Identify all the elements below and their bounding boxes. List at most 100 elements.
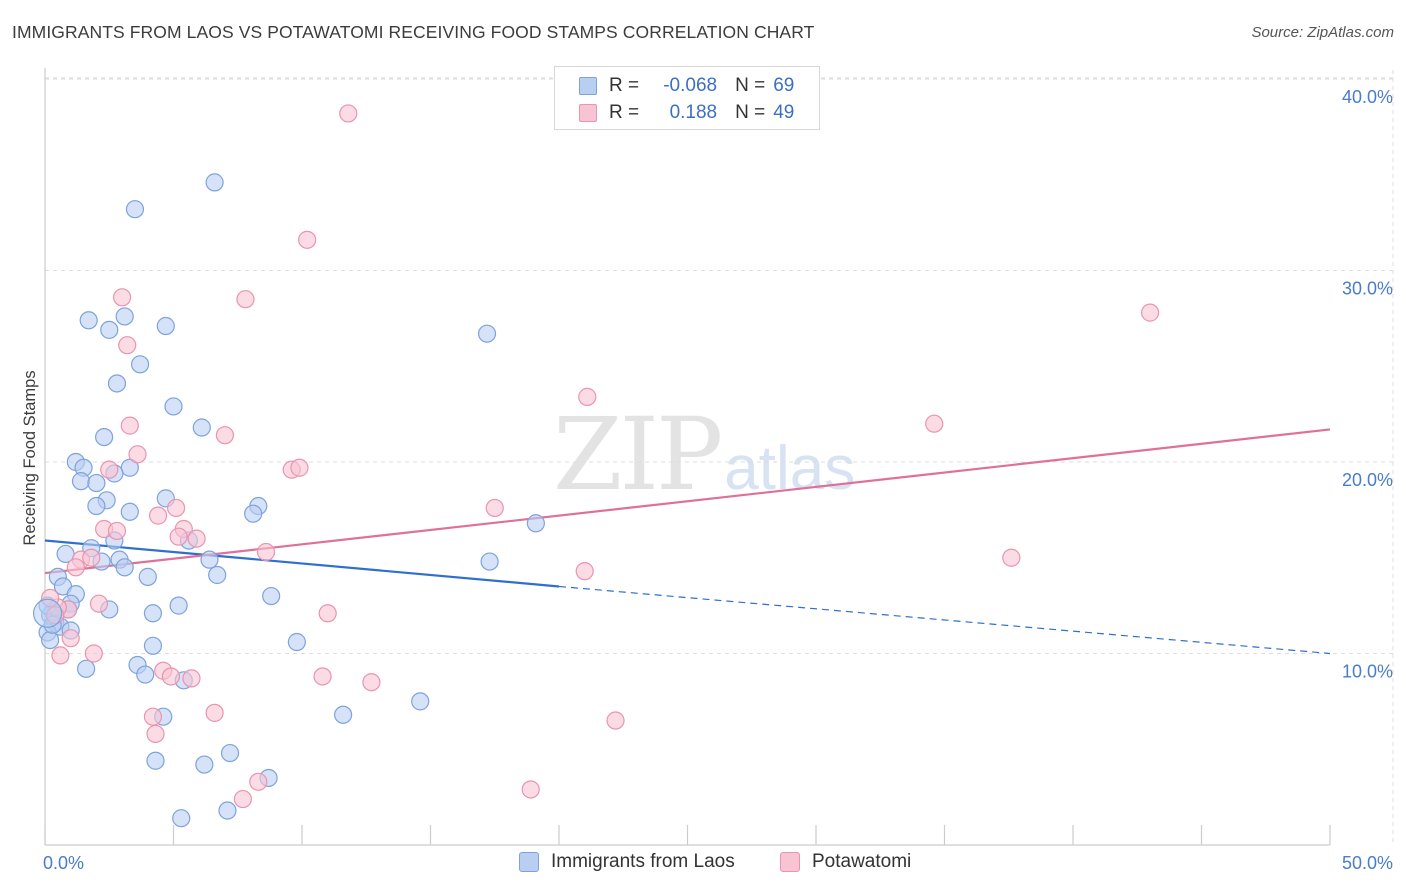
point-laos <box>136 665 155 684</box>
point-potawatomi <box>143 707 163 726</box>
legend-swatch-potawatomi <box>579 104 597 122</box>
point-laos <box>156 316 175 336</box>
point-laos <box>71 472 91 491</box>
point-laos <box>477 324 497 343</box>
point-laos <box>143 636 163 655</box>
point-laos <box>138 567 157 586</box>
trend-line-laos-extension <box>558 585 1331 655</box>
chart-source: Source: ZipAtlas.com <box>1251 24 1394 41</box>
series-legend: Immigrants from Laos Potawatomi <box>0 851 1406 879</box>
point-laos <box>107 374 127 393</box>
point-potawatomi <box>485 498 504 518</box>
point-laos <box>87 496 106 516</box>
point-potawatomi <box>1002 548 1021 567</box>
trend-line-laos <box>44 539 560 588</box>
y-tick-label: 10.0% <box>1342 661 1393 681</box>
series-label-potawatomi: Potawatomi <box>812 851 912 872</box>
point-potawatomi <box>256 542 276 562</box>
point-potawatomi <box>215 426 234 445</box>
point-laos <box>87 473 106 493</box>
point-laos <box>334 705 353 724</box>
trend-line-potawatomi <box>44 428 1331 575</box>
chart-title: IMMIGRANTS FROM LAOS VS POTAWATOMI RECEI… <box>12 22 815 42</box>
point-potawatomi <box>205 703 224 722</box>
point-laos <box>77 659 96 678</box>
series-legend-laos[interactable]: Immigrants from Laos <box>519 851 735 873</box>
point-laos <box>100 320 119 339</box>
watermark-atlas: atlas <box>724 434 856 503</box>
point-potawatomi <box>120 416 139 435</box>
point-laos <box>195 755 214 774</box>
point-potawatomi <box>313 667 332 686</box>
point-potawatomi <box>89 594 109 613</box>
point-laos <box>164 397 183 416</box>
point-laos <box>480 552 499 571</box>
legend-n-label: N = <box>735 75 766 96</box>
point-laos <box>115 558 134 577</box>
point-laos <box>287 632 306 652</box>
legend-r-value: -0.068 <box>663 75 718 96</box>
legend-row-potawatomi: R = 0.188 N = 49 <box>579 100 794 126</box>
point-potawatomi <box>128 445 147 464</box>
point-potawatomi <box>339 104 358 123</box>
point-potawatomi <box>187 529 206 548</box>
watermark: ZIPatlas <box>553 396 855 513</box>
point-potawatomi <box>521 780 540 799</box>
tick-labels: 10.0% 20.0% 30.0% 40.0% 0.0% 50.0% Receiving F… <box>21 87 1393 873</box>
watermark-zip: ZIP <box>553 396 723 513</box>
point-laos <box>172 809 191 828</box>
y-tick-label: 40.0% <box>1342 87 1393 107</box>
point-potawatomi <box>236 290 255 309</box>
series-swatch-potawatomi <box>780 852 800 872</box>
point-laos <box>218 801 237 820</box>
legend-n-value: 69 <box>773 75 795 96</box>
legend-r-label: R = <box>609 75 640 96</box>
point-laos <box>244 504 263 523</box>
point-potawatomi <box>100 460 119 479</box>
series-label-laos: Immigrants from Laos <box>551 851 735 872</box>
legend-row-laos: R = -0.068 N = 69 <box>579 73 794 99</box>
point-laos <box>143 604 163 623</box>
point-potawatomi <box>107 521 127 541</box>
point-potawatomi <box>575 562 594 581</box>
point-potawatomi <box>1140 303 1160 322</box>
legend-swatch-laos <box>579 77 597 95</box>
point-potawatomi <box>249 772 268 791</box>
point-laos <box>200 550 219 569</box>
series-legend-potawatomi[interactable]: Potawatomi <box>780 851 911 873</box>
point-potawatomi <box>146 724 165 744</box>
point-laos <box>262 586 281 606</box>
point-laos <box>526 514 545 533</box>
point-potawatomi <box>298 230 317 249</box>
point-potawatomi <box>925 414 944 433</box>
correlation-legend: R = -0.068 N = 69 R = 0.188 N = 49 <box>554 66 820 130</box>
x-tick-label: 50.0% <box>1342 853 1393 873</box>
point-potawatomi <box>66 558 85 577</box>
trend-lines <box>44 428 1331 655</box>
point-laos <box>220 743 240 763</box>
point-potawatomi <box>61 629 80 648</box>
point-laos <box>169 596 188 615</box>
point-laos <box>130 355 150 374</box>
grid-lines <box>45 70 1395 845</box>
series-swatch-laos <box>519 852 539 872</box>
legend-n-label: N = <box>735 102 766 123</box>
point-laos <box>79 311 98 330</box>
point-laos <box>205 173 224 192</box>
legend-r-label: R = <box>609 102 640 123</box>
point-laos <box>41 630 60 650</box>
point-laos <box>146 751 165 770</box>
point-laos <box>120 502 139 521</box>
point-laos <box>95 427 114 447</box>
point-potawatomi <box>233 789 252 809</box>
point-laos <box>208 565 227 585</box>
point-potawatomi <box>290 458 309 477</box>
y-tick-label: 30.0% <box>1342 278 1393 298</box>
point-potawatomi <box>362 673 381 692</box>
point-potawatomi <box>51 646 70 665</box>
x-tick-label: 0.0% <box>43 853 84 873</box>
point-potawatomi <box>118 336 137 355</box>
point-laos <box>115 307 134 326</box>
point-potawatomi <box>84 644 103 663</box>
